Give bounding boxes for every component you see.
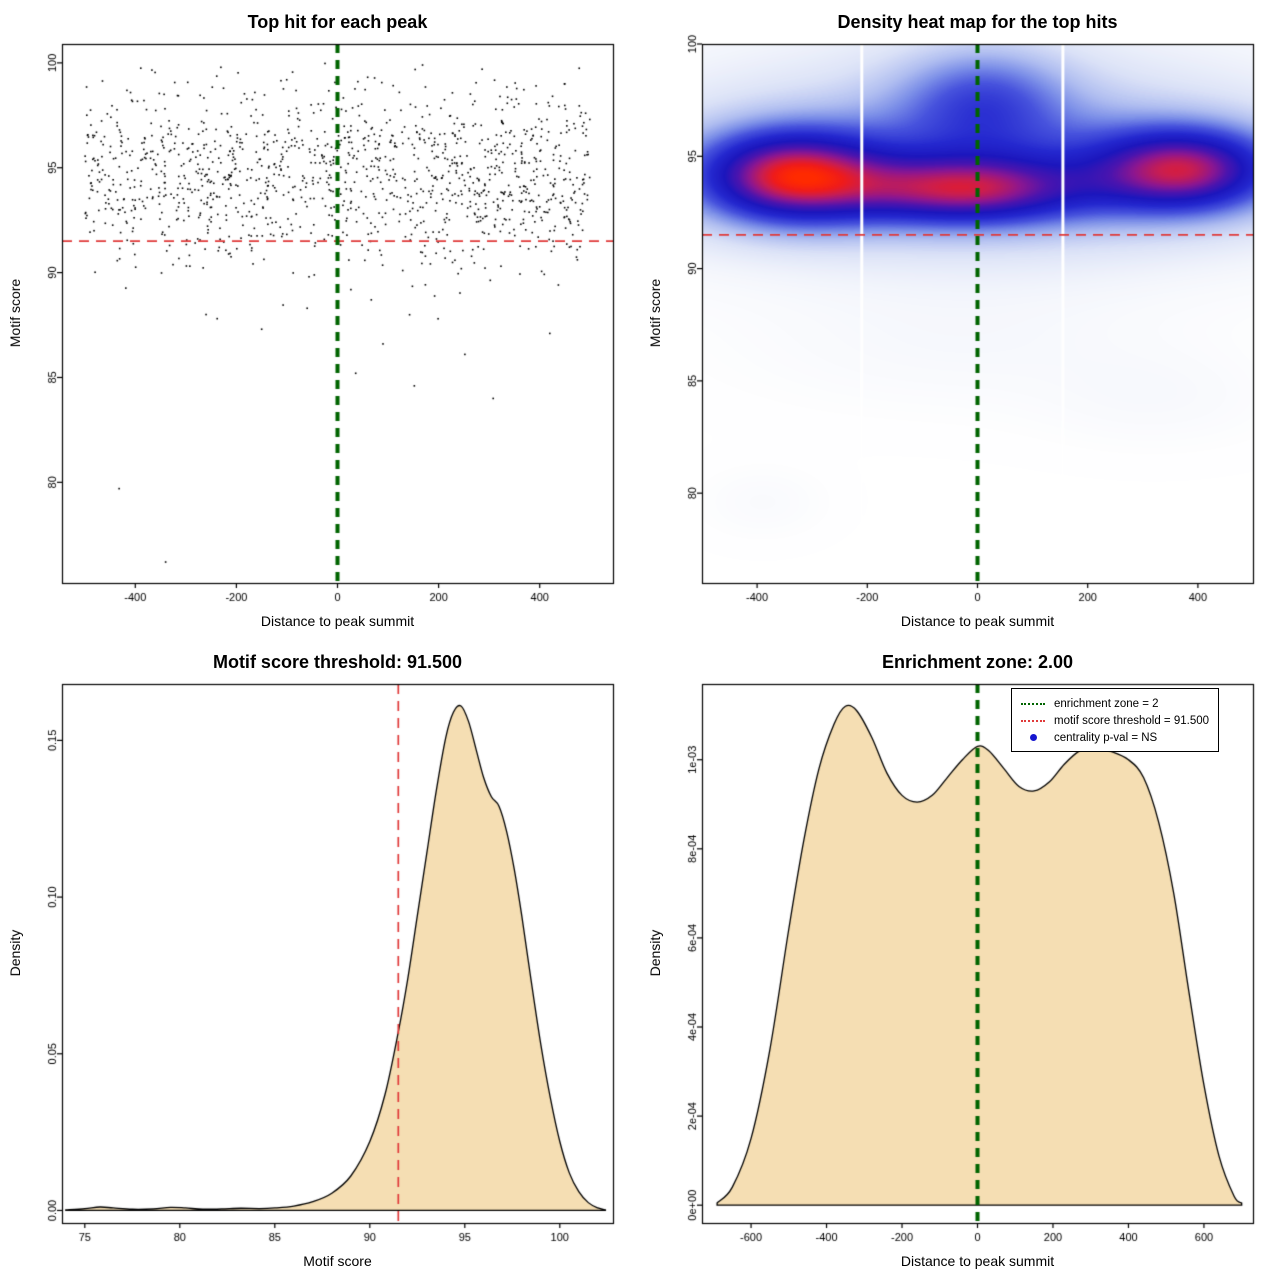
- legend: enrichment zone = 2 motif score threshol…: [1011, 688, 1220, 752]
- legend-label: centrality p-val = NS: [1054, 731, 1158, 744]
- heatmap-canvas: [640, 0, 1280, 640]
- panel-density-heatmap: Density heat map for the top hits Distan…: [640, 0, 1280, 640]
- chart-title: Top hit for each peak: [247, 12, 428, 32]
- x-axis-label: Distance to peak summit: [900, 613, 1055, 629]
- legend-item-centrality-pval: centrality p-val = NS: [1020, 729, 1209, 746]
- legend-label: enrichment zone = 2: [1054, 697, 1159, 710]
- panel-top-hit-scatter: Top hit for each peak Distance to peak s…: [0, 0, 640, 640]
- y-axis-label: Motif score: [7, 278, 23, 348]
- panel-enrichment-zone-density: Enrichment zone: 2.00 Distance to peak s…: [640, 640, 1280, 1280]
- x-axis-label: Distance to peak summit: [260, 613, 415, 629]
- y-axis-label: Motif score: [647, 278, 663, 348]
- legend-item-enrichment-zone: enrichment zone = 2: [1020, 695, 1209, 712]
- dotted-red-line-icon: [1020, 719, 1046, 722]
- scatter-plot-canvas: [0, 0, 640, 640]
- dotted-green-line-icon: [1020, 702, 1046, 705]
- score-density-canvas: [0, 640, 640, 1280]
- blue-dot-icon: [1020, 734, 1046, 741]
- chart-title: Motif score threshold: 91.500: [212, 652, 463, 672]
- x-axis-label: Motif score: [303, 1253, 372, 1269]
- x-axis-label: Distance to peak summit: [900, 1253, 1055, 1269]
- legend-label: motif score threshold = 91.500: [1054, 714, 1210, 727]
- chart-title: Density heat map for the top hits: [837, 12, 1118, 32]
- chart-title: Enrichment zone: 2.00: [881, 652, 1074, 672]
- y-axis-label: Density: [647, 929, 663, 977]
- y-axis-label: Density: [7, 929, 23, 977]
- panel-motif-score-density: Motif score threshold: 91.500 Motif scor…: [0, 640, 640, 1280]
- legend-item-motif-threshold: motif score threshold = 91.500: [1020, 712, 1209, 729]
